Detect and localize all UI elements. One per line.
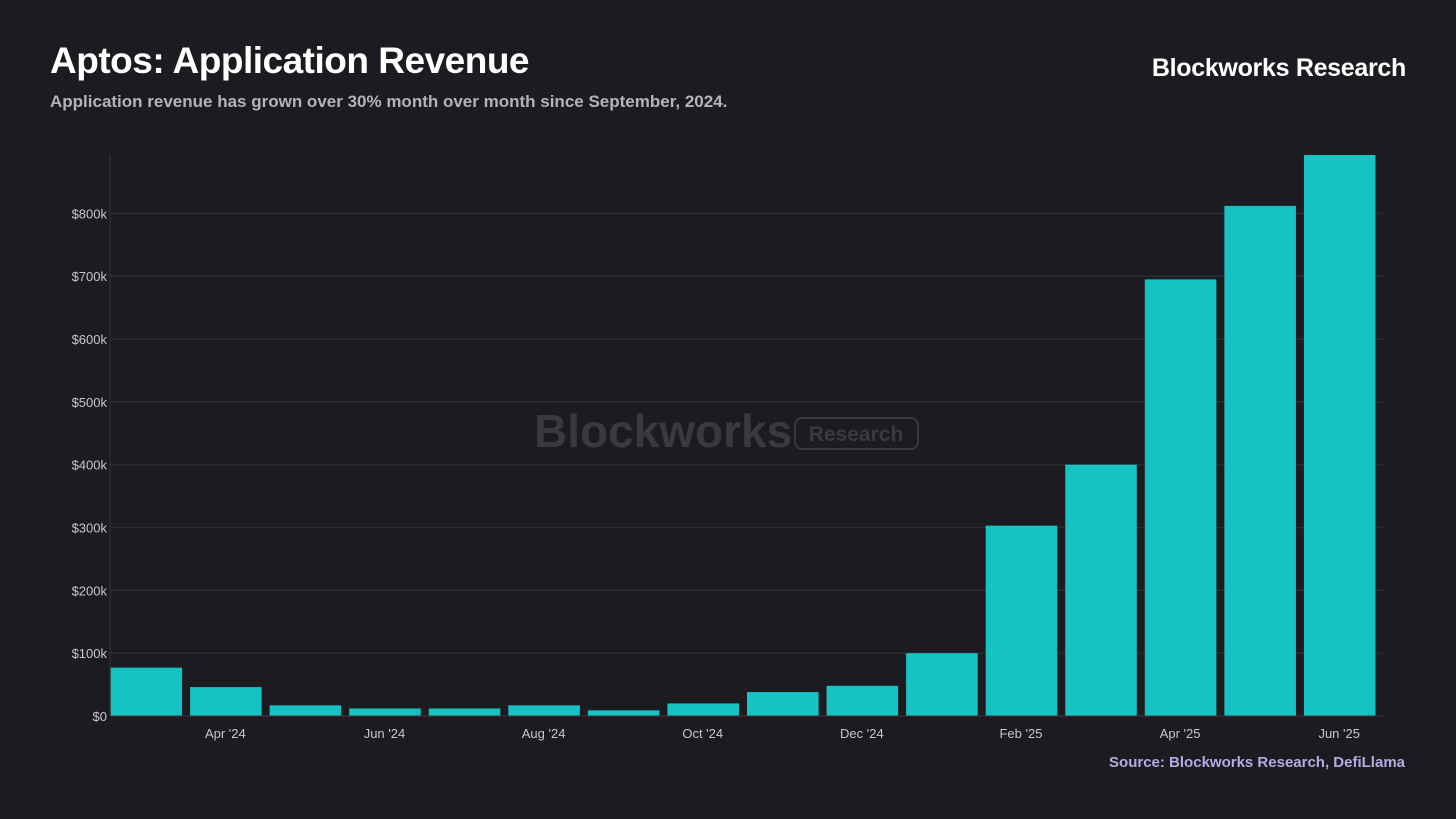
bar [1303, 155, 1376, 716]
chart-subtitle: Application revenue has grown over 30% m… [50, 92, 728, 111]
bar [587, 710, 660, 716]
watermark: Blockworks Research [534, 405, 919, 457]
watermark-badge: Research [809, 423, 904, 446]
bar [1224, 205, 1296, 716]
x-tick-label: Oct '24 [682, 726, 723, 741]
bar [110, 667, 183, 716]
bar [826, 685, 899, 716]
y-tick-label: $0 [93, 709, 107, 724]
watermark-main: Blockworks [534, 405, 792, 457]
y-tick-label: $200k [72, 583, 108, 598]
bars [110, 155, 1376, 716]
bar [269, 705, 342, 716]
y-tick-label: $600k [72, 332, 108, 347]
bar [1144, 279, 1217, 716]
bar [906, 653, 978, 716]
y-tick-label: $300k [72, 521, 108, 536]
source-note: Source: Blockworks Research, DefiLlama [1109, 754, 1405, 771]
y-tick-label: $100k [72, 646, 108, 661]
y-tick-label: $400k [72, 458, 108, 473]
bar [985, 525, 1058, 716]
watermark-badge-frame [794, 417, 919, 450]
y-tick-label: $700k [72, 269, 108, 284]
bar [428, 708, 501, 716]
y-tick-label: $800k [72, 206, 108, 221]
y-tick-label: $500k [72, 395, 108, 410]
bar [349, 708, 421, 716]
x-tick-label: Jun '24 [364, 726, 406, 741]
bar [508, 705, 580, 716]
x-tick-label: Apr '25 [1160, 726, 1201, 741]
x-tick-label: Apr '24 [205, 726, 246, 741]
chart-title: Aptos: Application Revenue [50, 40, 530, 81]
x-tick-label: Feb '25 [999, 726, 1042, 741]
bar [667, 703, 739, 716]
brand-logo-text: Blockworks Research [1151, 54, 1406, 82]
x-tick-label: Aug '24 [522, 726, 566, 741]
axes: $0 $100k $200k $300k $400k $500k $600k $700k $80… [72, 155, 1383, 741]
bar [1065, 464, 1137, 716]
x-tick-label: Dec '24 [840, 726, 884, 741]
bar [747, 692, 819, 716]
x-tick-label: Jun '25 [1318, 726, 1360, 741]
bar [190, 687, 262, 716]
